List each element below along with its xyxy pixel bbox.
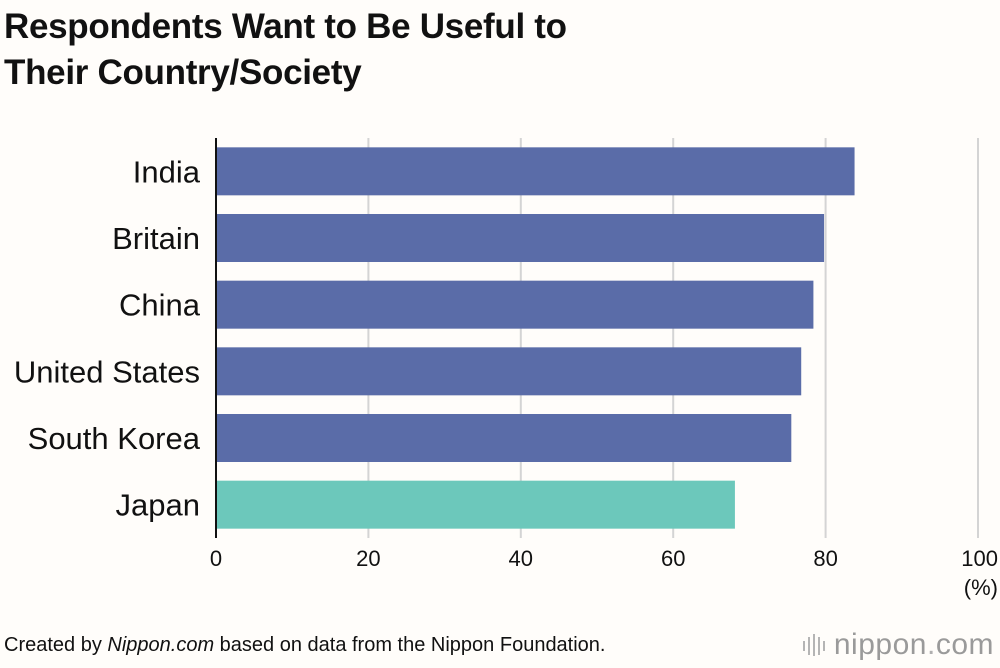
bar-japan — [216, 480, 735, 529]
logo-name: nippon — [833, 628, 927, 661]
nippon-logo: nippon.com — [802, 628, 994, 662]
logo-bars-icon — [802, 634, 825, 656]
category-label-south-korea: South Korea — [28, 421, 201, 456]
x-tick-label-100: 100 — [961, 546, 998, 571]
source-note: Created by Nippon.com based on data from… — [4, 634, 606, 657]
chart-title-line-2: Their Country/Society — [4, 53, 362, 92]
bar-chart: India Britain China United States South Kore… — [14, 138, 998, 600]
x-tick-label-20: 20 — [356, 546, 380, 571]
chart-title-line-1: Respondents Want to Be Useful to — [4, 7, 567, 46]
bar-china — [216, 280, 814, 329]
category-label-united-states: United States — [14, 354, 200, 389]
category-label-britain: Britain — [112, 221, 200, 256]
bar-south-korea — [216, 414, 792, 462]
category-label-india: India — [133, 154, 201, 189]
source-suffix: based on data from the Nippon Foundation… — [214, 634, 606, 656]
x-axis-unit-label: (%) — [964, 575, 998, 600]
source-name: Nippon.com — [107, 634, 215, 656]
x-tick-label-0: 0 — [210, 546, 222, 571]
bar-united-states — [216, 347, 802, 396]
logo-tld: com — [935, 628, 994, 661]
bar-india — [216, 147, 855, 196]
x-tick-label-60: 60 — [661, 546, 685, 571]
source-prefix: Created by — [4, 634, 108, 656]
x-tick-label-40: 40 — [509, 546, 533, 571]
category-label-japan: Japan — [116, 488, 200, 523]
x-tick-label-80: 80 — [813, 546, 837, 571]
logo-dot: . — [926, 628, 936, 661]
bar-britain — [216, 214, 825, 262]
chart-title: Respondents Want to Be Useful to Their C… — [4, 4, 567, 96]
category-label-china: China — [119, 288, 201, 323]
